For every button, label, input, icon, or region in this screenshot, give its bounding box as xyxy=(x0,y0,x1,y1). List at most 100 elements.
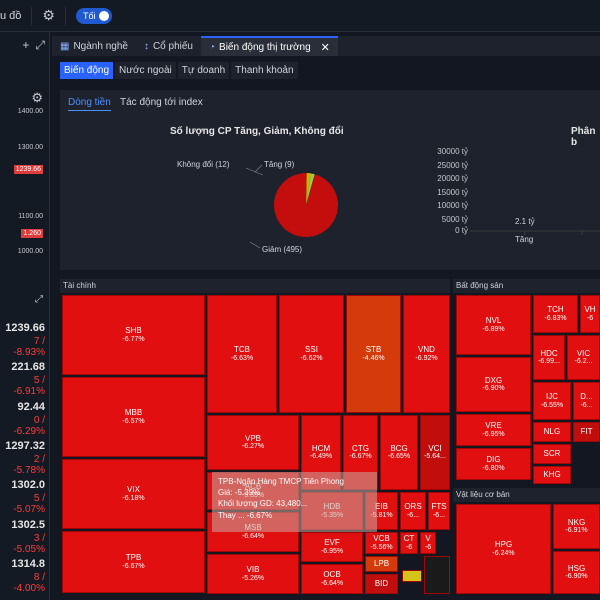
treemap-cell[interactable]: LPB xyxy=(365,556,398,572)
treemap-cell[interactable]: SHB -6.77% xyxy=(62,295,205,375)
tab-industry[interactable]: ▦ Ngành nghề xyxy=(52,36,136,56)
y-tick: 1300.00 xyxy=(17,144,43,151)
treemap-cell[interactable]: BID xyxy=(365,574,398,594)
cell-change: -6... xyxy=(580,401,593,409)
treemap-cell[interactable]: VPB -6.27% xyxy=(207,415,299,470)
cell-change: -6.92% xyxy=(415,354,438,362)
charts-panel: Dòng tiền Tác động tới index Số lượng CP… xyxy=(60,90,600,270)
index-item[interactable]: 1239.66 7 / -8.93% xyxy=(0,322,45,358)
index-change: 5 / -6.91% xyxy=(13,375,45,397)
cell-change: -6.62% xyxy=(300,354,323,362)
pie-slice-tăng[interactable] xyxy=(306,173,315,205)
treemap-cell[interactable]: VIB -5.26% xyxy=(207,554,299,594)
index-value: 1302.0 xyxy=(11,479,45,491)
y-tick: 30000 tỷ xyxy=(437,147,468,156)
treemap-cell[interactable]: NVL -6.89% xyxy=(456,295,531,355)
pie-slice-không-đổi[interactable] xyxy=(306,173,312,205)
expand-icon[interactable]: ⤢ xyxy=(35,38,45,52)
treemap-cell[interactable] xyxy=(402,570,422,582)
treemap-cell[interactable]: VIC -6.2... xyxy=(567,335,600,380)
cell-change: -5.56% xyxy=(370,543,393,551)
index-item[interactable]: 221.68 5 / -6.91% xyxy=(0,361,45,397)
treemap-cell[interactable]: HPG -6.24% xyxy=(456,504,551,594)
treemap-cell[interactable]: HDC -6.99... xyxy=(533,335,565,380)
close-icon[interactable]: ✕ xyxy=(320,41,330,54)
cell-ticker: TPB xyxy=(125,553,142,563)
treemap-cell[interactable]: TPB -6.67% xyxy=(62,531,205,593)
treemap-cell[interactable]: VND -6.92% xyxy=(403,295,450,413)
treemap-cell[interactable]: V -6 xyxy=(420,532,436,554)
subtab-foreign[interactable]: Nước ngoài xyxy=(115,62,176,79)
cell-ticker: DIG xyxy=(486,455,501,465)
treemap-cell[interactable]: NLG xyxy=(533,422,571,442)
index-item[interactable]: 1302.5 3 / -5.05% xyxy=(0,519,45,555)
tab-money-flow[interactable]: Dòng tiền xyxy=(68,97,111,111)
tooltip-line: Thay ... -6.67% xyxy=(218,510,273,520)
treemap-cell[interactable]: FIT xyxy=(573,422,600,442)
cell-change: -6... xyxy=(432,511,446,519)
index-item[interactable]: 1297.32 2 / -5.78% xyxy=(0,440,45,476)
y-tick: 1400.00 xyxy=(17,108,43,115)
index-item[interactable]: 1302.0 5 / -5.07% xyxy=(0,479,45,515)
treemap-cell[interactable]: DIG -6.80% xyxy=(456,448,531,480)
subtab-movement[interactable]: Biến động xyxy=(60,62,114,79)
treemap-cell[interactable]: MBB -6.57% xyxy=(62,377,205,457)
tab-index-impact[interactable]: Tác động tới index xyxy=(120,97,203,108)
tooltip-line: TPB-Ngân Hàng TMCP Tiên Phong xyxy=(218,477,344,486)
theme-toggle[interactable]: Tối xyxy=(75,7,112,24)
treemap-cell[interactable]: VCI -5.64... xyxy=(420,415,450,490)
treemap-cell[interactable]: VIX -6.18% xyxy=(62,459,205,529)
expand-icon[interactable]: ⤢ xyxy=(35,294,43,305)
treemap-cell[interactable]: FTS -6... xyxy=(428,492,450,530)
treemap-cell[interactable]: SSI -6.62% xyxy=(279,295,344,413)
treemap-cell[interactable]: TCB -6.63% xyxy=(207,295,277,413)
subtab-proprietary[interactable]: Tự doanh xyxy=(177,62,230,79)
pie-slice-giảm[interactable] xyxy=(274,173,338,238)
treemap-cell[interactable]: DXG -6.90% xyxy=(456,357,531,412)
treemap-cell[interactable]: CT -6 xyxy=(400,532,418,554)
treemap-cell[interactable]: NKG -6.91% xyxy=(553,504,600,549)
cell-ticker: VIX xyxy=(127,485,140,495)
treemap-cell[interactable]: OCB -6.64% xyxy=(301,564,363,594)
treemap-cell[interactable]: KHG xyxy=(533,466,571,484)
tab-stocks[interactable]: ↕ Cổ phiếu xyxy=(136,36,201,56)
index-change: 2 / -5.78% xyxy=(13,454,45,476)
cell-ticker: SSI xyxy=(305,345,318,355)
treemap-cell[interactable]: SCR xyxy=(533,444,571,464)
theme-toggle-label: Tối xyxy=(82,10,96,21)
cell-change: -5.64... xyxy=(424,453,446,461)
treemap-cell[interactable] xyxy=(424,556,450,594)
cell-ticker: VRE xyxy=(485,421,502,431)
cell-change: -6.27% xyxy=(241,443,265,451)
cell-ticker: VIB xyxy=(246,565,260,575)
cell-change: -6.64% xyxy=(241,532,265,540)
treemap-cell[interactable]: EVF -6.95% xyxy=(301,532,363,562)
treemap-cell[interactable]: IJC -6.55% xyxy=(533,382,571,420)
treemap-cell[interactable]: TCH -6.83% xyxy=(533,295,578,333)
treemap-cell[interactable]: VRE -6.95% xyxy=(456,414,531,446)
cell-ticker: TCB xyxy=(234,345,250,355)
charts-svg xyxy=(245,164,600,249)
treemap-cell[interactable]: VH -6 xyxy=(580,295,600,333)
index-value: 1297.32 xyxy=(5,440,45,452)
treemap-cell[interactable]: HSG -6.90% xyxy=(553,551,600,594)
cell-ticker: VCI xyxy=(428,443,442,453)
treemap-cell[interactable]: ORS -6... xyxy=(400,492,426,530)
subtab-liquidity[interactable]: Thanh khoản xyxy=(231,62,298,79)
cell-ticker: CT xyxy=(403,534,415,544)
index-item[interactable]: 92.44 0 / -6.29% xyxy=(0,401,45,437)
treemap-cell[interactable]: BCG -6.65% xyxy=(380,415,418,490)
index-item[interactable]: 1314.8 8 / -4.00% xyxy=(0,558,45,594)
cell-change: -6.65% xyxy=(387,453,411,461)
cell-ticker: D... xyxy=(580,392,593,402)
cell-change: -6.49% xyxy=(309,453,333,461)
gear-icon[interactable]: ⚙ xyxy=(31,90,43,105)
treemap-cell[interactable]: VCB -5.56% xyxy=(365,532,398,554)
tab-market-movement[interactable]: ◔ Biến động thị trường ✕ xyxy=(200,36,338,56)
treemap-cell[interactable]: STB -4.46% xyxy=(346,295,401,413)
index-value: 221.68 xyxy=(11,361,45,373)
treemap-cell[interactable]: D... -6... xyxy=(573,382,600,420)
toolbar-title[interactable]: u đồ xyxy=(0,9,22,22)
add-icon[interactable]: + xyxy=(22,38,30,52)
gear-icon[interactable]: ⚙ xyxy=(42,7,55,23)
